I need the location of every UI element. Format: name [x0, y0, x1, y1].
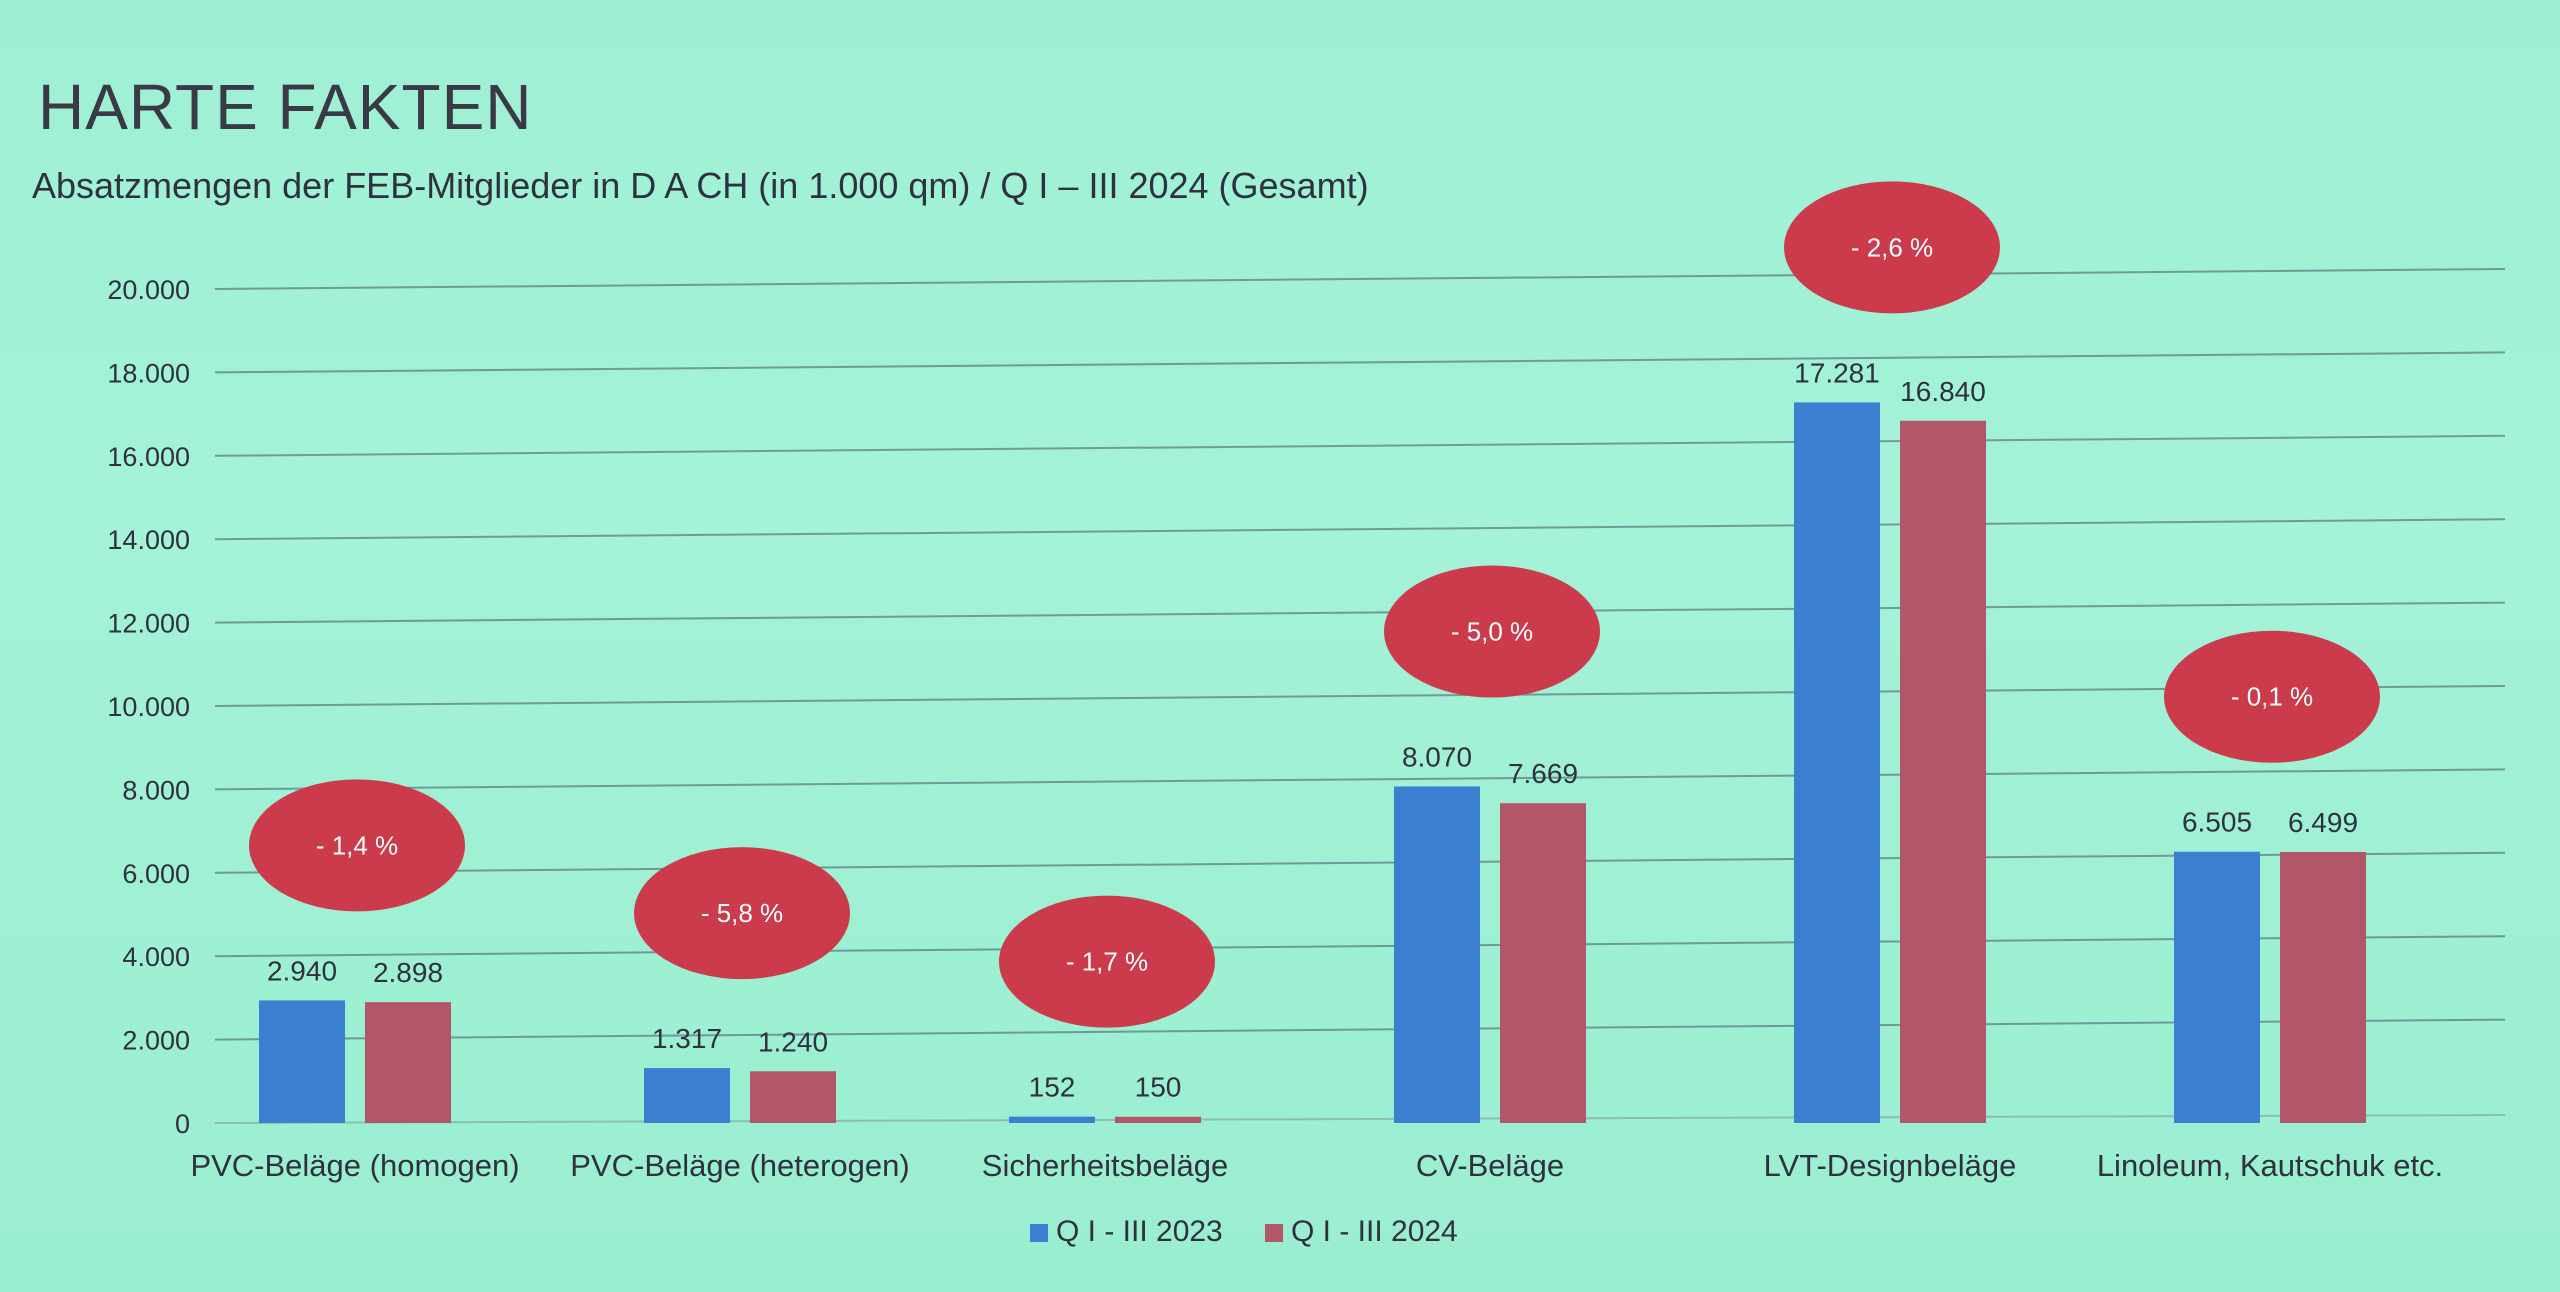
change-label: - 2,6 % — [1851, 232, 1933, 262]
y-tick-label: 4.000 — [122, 942, 190, 972]
gridline — [214, 685, 2506, 707]
y-tick-label: 2.000 — [122, 1026, 190, 1056]
bar-2023 — [644, 1068, 730, 1123]
bar-2024 — [365, 1002, 451, 1123]
gridline — [214, 518, 2506, 541]
gridline — [214, 601, 2506, 624]
data-label-layer: 2.940 2.898 1.317 1.240 152 150 8.070 7.669 17.2… — [267, 357, 2358, 1102]
y-tick-label: 10.000 — [107, 692, 190, 722]
bar-2024 — [1900, 420, 1986, 1124]
y-tick-label: 14.000 — [107, 525, 190, 555]
y-axis: 0 2.000 4.000 6.000 8.000 10.000 12.000 14.000 1… — [107, 275, 190, 1139]
gridline — [214, 434, 2506, 457]
data-label: 8.070 — [1402, 741, 1472, 772]
y-tick-label: 0 — [175, 1109, 190, 1139]
change-badge — [999, 895, 1215, 1028]
change-badge — [1384, 565, 1600, 698]
category-label: Linoleum, Kautschuk etc. — [2097, 1148, 2443, 1183]
gridline — [214, 935, 2506, 958]
change-label: - 0,1 % — [2231, 682, 2313, 712]
gridline — [214, 1018, 2506, 1041]
bar-2024 — [1115, 1116, 1201, 1123]
data-label: 152 — [1029, 1072, 1076, 1103]
data-label: 2.940 — [267, 955, 337, 986]
change-label: - 1,7 % — [1066, 947, 1148, 977]
data-label: 6.505 — [2182, 807, 2252, 838]
legend-label: Q I - III 2024 — [1291, 1215, 1458, 1248]
legend-swatch — [1030, 1224, 1048, 1242]
bar-2024 — [2280, 851, 2366, 1123]
change-badge — [1784, 181, 2000, 314]
change-label: - 1,4 % — [316, 830, 398, 860]
baseline — [214, 1114, 2506, 1124]
change-badge — [2164, 630, 2380, 763]
data-label: 7.669 — [1508, 758, 1578, 789]
y-tick-label: 12.000 — [107, 609, 190, 639]
legend-label: Q I - III 2023 — [1056, 1215, 1223, 1248]
data-label: 6.499 — [2288, 807, 2358, 838]
bar-layer — [259, 402, 2366, 1124]
grid-layer — [214, 268, 2506, 1124]
bar-2023 — [259, 1000, 345, 1123]
gridline — [214, 268, 2506, 290]
data-label: 2.898 — [373, 957, 443, 988]
gridline — [214, 851, 2506, 874]
category-label: PVC-Beläge (heterogen) — [570, 1148, 909, 1183]
y-tick-label: 20.000 — [107, 275, 190, 305]
legend-swatch — [1265, 1224, 1283, 1242]
change-badge — [634, 847, 850, 980]
change-badge — [249, 779, 465, 912]
page-subtitle: Absatzmengen der FEB-Mitglieder in D A C… — [32, 165, 1369, 206]
y-tick-label: 18.000 — [107, 358, 190, 388]
bar-2023 — [1009, 1116, 1095, 1123]
data-label: 150 — [1135, 1072, 1182, 1103]
data-label: 16.840 — [1900, 376, 1986, 407]
bar-2023 — [2174, 851, 2260, 1123]
change-label: - 5,0 % — [1451, 616, 1533, 646]
gridline — [214, 351, 2506, 374]
legend: Q I - III 2023 Q I - III 2024 — [1030, 1215, 1458, 1248]
change-label: - 5,8 % — [701, 898, 783, 928]
bar-2023 — [1794, 402, 1880, 1123]
y-tick-label: 6.000 — [122, 859, 190, 889]
category-label: Sicherheitsbeläge — [982, 1148, 1228, 1183]
category-label: LVT-Designbeläge — [1764, 1148, 2017, 1183]
bar-2023 — [1394, 786, 1480, 1123]
category-label: CV-Beläge — [1416, 1148, 1564, 1183]
change-badge-layer: - 1,4 % - 5,8 % - 1,7 % - 5,0 % - 2,6 % - 0,1… — [249, 181, 2380, 1028]
y-tick-label: 16.000 — [107, 442, 190, 472]
page-title: HARTE FAKTEN — [38, 71, 533, 143]
data-label: 17.281 — [1794, 357, 1880, 388]
data-label: 1.240 — [758, 1026, 828, 1057]
category-label: PVC-Beläge (homogen) — [190, 1148, 519, 1183]
bar-2024 — [750, 1071, 836, 1123]
y-tick-label: 8.000 — [122, 775, 190, 805]
x-axis: PVC-Beläge (homogen) PVC-Beläge (heteroge… — [190, 1148, 2443, 1183]
gridline — [214, 768, 2506, 791]
data-label: 1.317 — [652, 1023, 722, 1054]
bar-2024 — [1500, 803, 1586, 1123]
